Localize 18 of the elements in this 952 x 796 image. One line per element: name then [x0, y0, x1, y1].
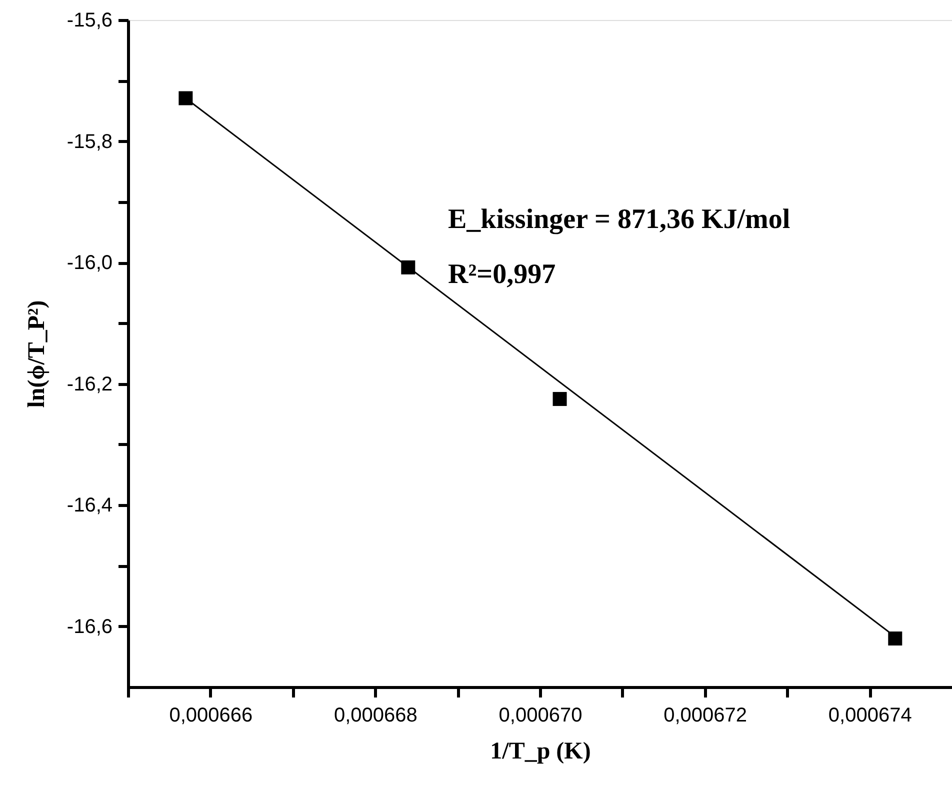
point [178, 91, 193, 106]
x-tick-label: 0,000668 [334, 704, 418, 726]
y-axis-title: ln(ϕ/T_P²) [24, 300, 50, 408]
y-tick-label: -16,0 [66, 252, 112, 274]
x-axis-title: 1/T_p (K) [490, 738, 591, 764]
x-tick-label: 0,000672 [664, 704, 748, 726]
annotation: R²=0,997 [448, 259, 556, 290]
y-tick-label: -15,8 [66, 130, 112, 153]
y-tick-label: -15,6 [66, 10, 112, 32]
x-tick-label: 0,000666 [169, 704, 253, 726]
x-tick-label: 0,000674 [828, 704, 912, 726]
y-tick-label: -16,6 [66, 616, 112, 638]
x-tick-label: 0,000670 [498, 704, 582, 726]
point [552, 392, 567, 406]
point [888, 631, 902, 646]
annotation: E_kissinger = 871,36 KJ/mol [448, 204, 790, 235]
y-tick-label: -16,4 [66, 494, 112, 517]
y-tick-label: -16,2 [66, 373, 112, 396]
